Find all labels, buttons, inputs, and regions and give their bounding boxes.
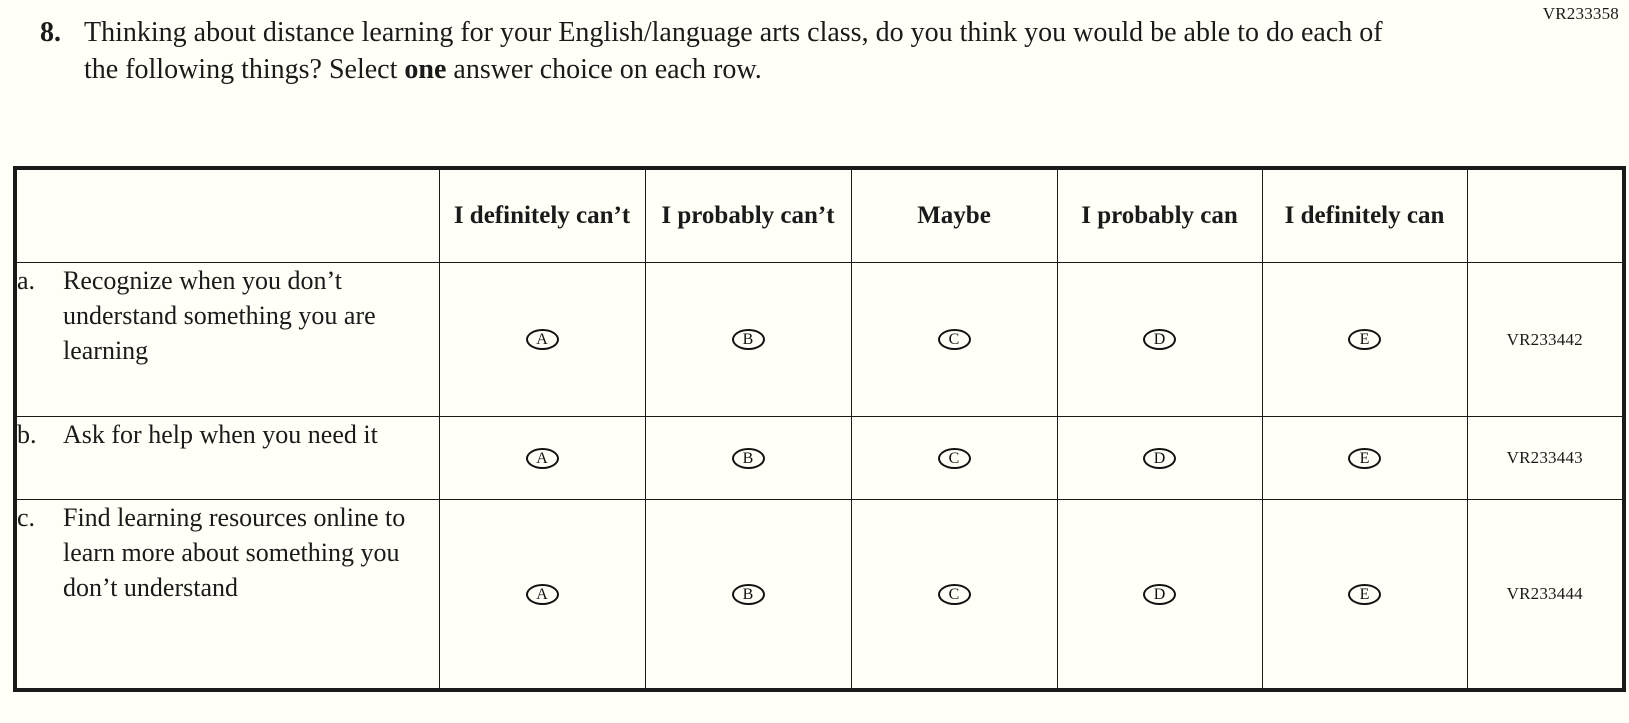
- bubble-a-A[interactable]: A: [525, 329, 559, 350]
- bubble-a-E[interactable]: E: [1348, 329, 1381, 350]
- matrix-header-row: I definitely can’t I probably can’t Mayb…: [15, 167, 1625, 263]
- option-cell-a-3[interactable]: C: [850, 262, 1058, 417]
- matrix-table: I definitely can’t I probably can’t Mayb…: [13, 166, 1626, 692]
- row-letter-c: c.: [17, 503, 36, 532]
- option-cell-b-3[interactable]: C: [850, 416, 1058, 500]
- row-letter-b: b.: [17, 420, 37, 449]
- row-stem-b: b. Ask for help when you need it: [14, 416, 440, 500]
- option-cell-a-5[interactable]: E: [1261, 262, 1468, 417]
- bubble-b-C[interactable]: C: [937, 447, 971, 469]
- option-cell-b-1[interactable]: A: [438, 416, 646, 500]
- form-id: VR233358: [1542, 4, 1619, 23]
- option-cell-b-4[interactable]: D: [1056, 416, 1263, 500]
- bubble-b-A[interactable]: A: [525, 447, 559, 469]
- row-id-a: VR233442: [1466, 262, 1625, 417]
- bubble-a-D[interactable]: D: [1143, 329, 1176, 350]
- row-label-c: Find learning resources online to learn …: [63, 503, 406, 602]
- bubble-b-B[interactable]: B: [731, 447, 765, 469]
- matrix-header: I definitely can’t I probably can’t Mayb…: [15, 167, 1625, 263]
- option-cell-c-5[interactable]: E: [1261, 499, 1468, 691]
- question-text-part2: answer choice on each row.: [446, 54, 762, 85]
- bubble-b-D[interactable]: D: [1143, 447, 1176, 469]
- header-option-2: I probably can’t: [644, 167, 852, 263]
- question-emphasis-one: one: [404, 54, 447, 85]
- option-cell-a-4[interactable]: D: [1056, 262, 1263, 417]
- table-row: c. Find learning resources online to lea…: [14, 499, 1625, 691]
- row-stem-a: a. Recognize when you don’t understand s…: [14, 262, 440, 417]
- header-option-3: Maybe: [850, 167, 1058, 263]
- bubble-c-A[interactable]: A: [525, 583, 559, 605]
- bubble-c-C[interactable]: C: [937, 583, 971, 605]
- row-id-b: VR233443: [1466, 416, 1625, 500]
- bubble-a-C[interactable]: C: [937, 329, 971, 350]
- question-number: 8.: [40, 17, 61, 48]
- bubble-b-E[interactable]: E: [1348, 447, 1381, 469]
- question-text: Thinking about distance learning for you…: [84, 14, 1404, 88]
- row-id-c: VR233444: [1466, 499, 1625, 691]
- table-row: b. Ask for help when you need it A B C D: [14, 416, 1625, 500]
- option-cell-a-2[interactable]: B: [644, 262, 852, 417]
- row-letter-a: a.: [17, 266, 36, 295]
- option-cell-c-2[interactable]: B: [644, 499, 852, 691]
- header-option-4: I probably can: [1056, 167, 1263, 263]
- question-text-part1: Thinking about distance learning for you…: [84, 17, 1383, 85]
- row-label-a: Recognize when you don’t understand some…: [63, 266, 376, 365]
- question-block: 8. Thinking about distance learning for …: [40, 14, 1420, 88]
- matrix-body: a. Recognize when you don’t understand s…: [14, 262, 1625, 691]
- header-stem: [15, 167, 440, 263]
- table-row: a. Recognize when you don’t understand s…: [14, 262, 1625, 417]
- option-cell-b-2[interactable]: B: [644, 416, 852, 500]
- answer-matrix: I definitely can’t I probably can’t Mayb…: [13, 166, 1626, 692]
- option-cell-c-3[interactable]: C: [850, 499, 1058, 691]
- option-cell-c-1[interactable]: A: [438, 499, 646, 691]
- option-cell-a-1[interactable]: A: [438, 262, 646, 417]
- row-label-b: Ask for help when you need it: [63, 420, 378, 449]
- bubble-c-D[interactable]: D: [1143, 583, 1176, 605]
- header-id: [1466, 167, 1625, 263]
- header-option-1: I definitely can’t: [438, 167, 646, 263]
- bubble-a-B[interactable]: B: [731, 329, 765, 350]
- row-stem-c: c. Find learning resources online to lea…: [14, 499, 440, 691]
- option-cell-b-5[interactable]: E: [1261, 416, 1468, 500]
- option-cell-c-4[interactable]: D: [1056, 499, 1263, 691]
- bubble-c-B[interactable]: B: [731, 583, 765, 605]
- header-option-5: I definitely can: [1261, 167, 1468, 263]
- bubble-c-E[interactable]: E: [1348, 583, 1381, 605]
